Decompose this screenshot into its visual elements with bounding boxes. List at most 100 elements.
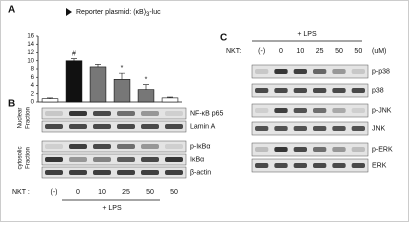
lane-label: 50 bbox=[146, 189, 154, 196]
lane-label: 25 bbox=[122, 189, 130, 196]
unit-label: (uM) bbox=[372, 48, 386, 55]
band bbox=[255, 163, 269, 168]
band bbox=[165, 124, 183, 129]
error-bar bbox=[95, 64, 101, 67]
band bbox=[351, 88, 365, 93]
band bbox=[351, 69, 365, 74]
band bbox=[93, 170, 111, 175]
band bbox=[69, 170, 87, 175]
blot-strip bbox=[41, 120, 187, 133]
lane-label: 25 bbox=[316, 48, 324, 55]
band bbox=[45, 157, 63, 162]
band bbox=[93, 111, 111, 116]
band bbox=[332, 163, 346, 168]
significance-mark: * bbox=[145, 77, 148, 84]
band bbox=[117, 144, 135, 149]
band bbox=[141, 170, 159, 175]
band bbox=[141, 111, 159, 116]
treatment-label: + LPS bbox=[102, 205, 122, 212]
band bbox=[117, 170, 135, 175]
lane-label: 0 bbox=[279, 48, 283, 55]
error-bar bbox=[47, 97, 53, 99]
error-bar bbox=[119, 72, 125, 80]
band bbox=[165, 157, 183, 162]
band bbox=[45, 111, 63, 116]
band bbox=[313, 88, 327, 93]
band bbox=[255, 108, 269, 113]
arrow-icon bbox=[66, 8, 72, 16]
bar bbox=[113, 79, 131, 103]
band bbox=[45, 170, 63, 175]
band bbox=[313, 147, 327, 152]
band bbox=[313, 126, 327, 131]
band bbox=[293, 126, 307, 131]
band bbox=[93, 144, 111, 149]
blot-strip bbox=[251, 121, 369, 136]
band bbox=[351, 126, 365, 131]
band bbox=[293, 108, 307, 113]
band bbox=[332, 69, 346, 74]
y-tick-label: 4 bbox=[31, 83, 35, 89]
blot-strip bbox=[41, 107, 187, 120]
title-main: Reporter plasmid: (κB) bbox=[76, 9, 146, 16]
panel-label: A bbox=[8, 5, 15, 16]
y-tick-label: 16 bbox=[27, 34, 34, 40]
band bbox=[117, 111, 135, 116]
lane-label: 50 bbox=[335, 48, 343, 55]
blot-strip bbox=[41, 166, 187, 179]
panel-label: B bbox=[8, 99, 15, 110]
band bbox=[274, 147, 288, 152]
blot-strip bbox=[41, 140, 187, 153]
error-bar bbox=[167, 96, 173, 98]
band bbox=[45, 124, 63, 129]
panel-label: C bbox=[220, 33, 227, 44]
significance-mark: # bbox=[72, 51, 76, 58]
band bbox=[274, 108, 288, 113]
band bbox=[332, 108, 346, 113]
blot-label: Lamin A bbox=[190, 123, 216, 130]
blot-label: JNK bbox=[372, 125, 386, 132]
band bbox=[141, 124, 159, 129]
blot-label: p-JNK bbox=[372, 107, 392, 114]
fraction-label: Fraction bbox=[26, 147, 32, 169]
blot-label: p-p38 bbox=[372, 68, 390, 75]
band bbox=[313, 108, 327, 113]
band bbox=[255, 147, 269, 152]
blot-strip bbox=[251, 103, 369, 118]
bar bbox=[41, 98, 59, 103]
bar bbox=[137, 89, 155, 103]
y-tick-label: 14 bbox=[27, 42, 34, 48]
band bbox=[351, 108, 365, 113]
y-tick-label: 6 bbox=[31, 75, 35, 81]
y-tick-label: 8 bbox=[31, 67, 35, 73]
blot-label: ERK bbox=[372, 162, 387, 169]
fraction-label: Fraction bbox=[26, 107, 32, 129]
band bbox=[274, 88, 288, 93]
title-suffix: -luc bbox=[149, 9, 161, 16]
band bbox=[45, 144, 63, 149]
band bbox=[332, 126, 346, 131]
lane-label: 50 bbox=[354, 48, 362, 55]
bar bbox=[89, 66, 107, 103]
band bbox=[93, 157, 111, 162]
error-bar bbox=[71, 58, 77, 61]
band bbox=[117, 157, 135, 162]
band bbox=[332, 147, 346, 152]
blot-label: p-Iκ​Bα bbox=[190, 143, 210, 150]
blot-label: p-ERK bbox=[372, 146, 393, 153]
blot-strip bbox=[41, 153, 187, 166]
blot-strip bbox=[251, 142, 369, 157]
band bbox=[332, 88, 346, 93]
treatment-label: + LPS bbox=[297, 31, 317, 38]
figure: A B C Reporter plasmid: (κB)3-luc 0 2 4 6 8 1… bbox=[0, 0, 409, 222]
band bbox=[69, 111, 87, 116]
band bbox=[117, 124, 135, 129]
lane-label: 10 bbox=[296, 48, 304, 55]
lane-label: 0 bbox=[76, 189, 80, 196]
band bbox=[293, 88, 307, 93]
band bbox=[274, 69, 288, 74]
band bbox=[69, 157, 87, 162]
nkt-label: NKT: bbox=[226, 48, 241, 55]
band bbox=[313, 69, 327, 74]
band bbox=[255, 88, 269, 93]
